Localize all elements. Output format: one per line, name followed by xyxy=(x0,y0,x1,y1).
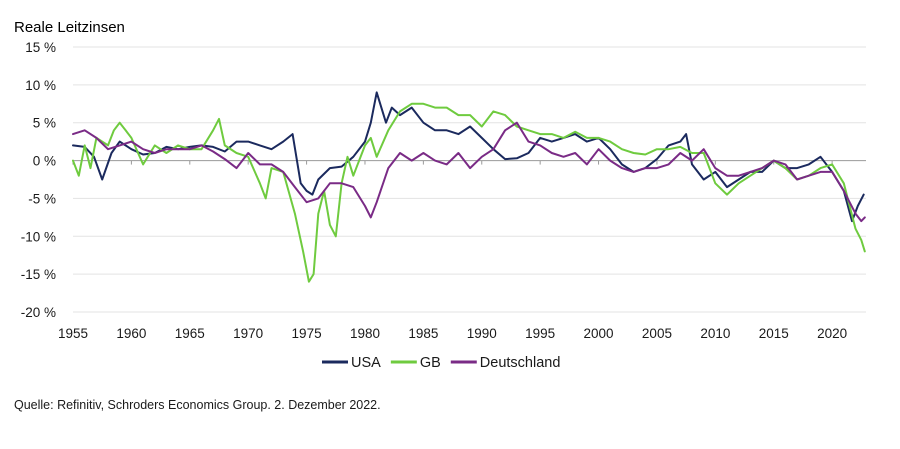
source-note: Quelle: Refinitiv, Schroders Economics G… xyxy=(14,398,381,412)
x-tick-label: 1985 xyxy=(408,326,438,341)
gridlines xyxy=(73,46,866,313)
y-tick-label: 10 % xyxy=(25,78,56,93)
x-tick-label: 2020 xyxy=(817,326,847,341)
y-tick-label: -10 % xyxy=(21,229,56,244)
x-axis-ticks: 1955 1960 1965 1970 1975 1980 1985 1990 1995 2000… xyxy=(58,160,847,341)
y-tick-label: -20 % xyxy=(21,305,56,320)
legend-label-deutschland: Deutschland xyxy=(480,355,561,371)
x-tick-label: 1975 xyxy=(292,326,322,341)
x-tick-label: 1965 xyxy=(175,326,205,341)
x-tick-label: 1980 xyxy=(350,326,380,341)
x-tick-label: 1955 xyxy=(58,326,88,341)
y-tick-label: 5 % xyxy=(33,116,56,131)
x-tick-label: 1970 xyxy=(233,326,263,341)
y-axis-ticks: 15 % 10 % 5 % 0 % -5 % -10 % -15 % -20 % xyxy=(21,40,56,320)
legend-label-usa: USA xyxy=(351,355,381,371)
series-line-usa xyxy=(72,91,865,223)
y-tick-label: -15 % xyxy=(21,267,56,282)
x-tick-label: 2015 xyxy=(759,326,789,341)
series-line-deutschland xyxy=(72,121,866,223)
x-tick-label: 1990 xyxy=(467,326,497,341)
x-tick-label: 2000 xyxy=(584,326,614,341)
legend: USA GB Deutschland xyxy=(322,355,560,371)
y-tick-label: 15 % xyxy=(25,40,56,55)
chart-title: Reale Leitzinsen xyxy=(14,19,125,36)
legend-label-gb: GB xyxy=(420,355,441,371)
x-tick-label: 1995 xyxy=(525,326,555,341)
x-tick-label: 1960 xyxy=(116,326,146,341)
x-tick-label: 2005 xyxy=(642,326,672,341)
y-tick-label: 0 % xyxy=(33,154,56,169)
y-tick-label: -5 % xyxy=(28,191,56,206)
series-lines xyxy=(72,91,866,283)
x-tick-label: 2010 xyxy=(700,326,730,341)
series-line-gb xyxy=(72,102,866,283)
